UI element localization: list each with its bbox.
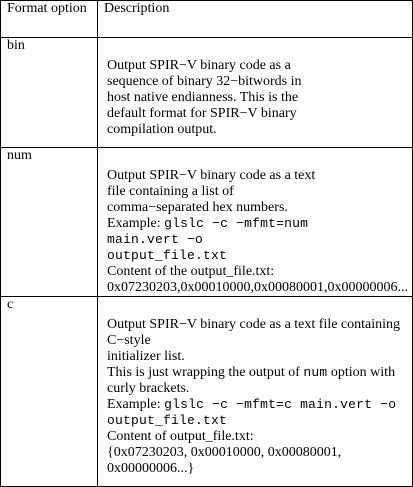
description-line: initializer list. [107, 349, 185, 364]
example-command: glslc −c −mfmt=num [164, 216, 309, 231]
description-line: Example: glslc −c −mfmt=num [107, 216, 408, 232]
description-line: curly brackets. [107, 381, 190, 396]
description-line: C−style [107, 333, 151, 348]
wrap-suffix: option with [327, 365, 396, 380]
output-sample: 0x07230203,0x00010000,0x00080001,0x00000… [107, 280, 408, 295]
description-line: comma−separated hex numbers. [107, 200, 288, 215]
description-line: Output SPIR−V binary code as a [107, 58, 291, 73]
option-description: Output SPIR−V binary code as a text file… [97, 296, 413, 487]
description-line: Output SPIR−V binary code as a text [107, 168, 316, 183]
description-line: This is just wrapping the output of num … [107, 365, 408, 381]
description-line: Example: glslc −c −mfmt=c main.vert −o [107, 397, 408, 413]
example-prefix: Example: [107, 397, 165, 412]
option-description: Output SPIR−V binary code as a text file… [97, 147, 413, 297]
num-option-code: num [303, 365, 328, 380]
table-header-row: Format option Description [0, 0, 413, 38]
example-prefix: Example: [107, 216, 165, 231]
output-sample: {0x07230203, 0x00010000, 0x00080001, [107, 445, 342, 460]
table-row: c Output SPIR−V binary code as a text fi… [0, 296, 413, 487]
example-command-continued: output_file.txt [107, 248, 228, 263]
option-name: c [0, 296, 98, 487]
output-sample: 0x00000006...} [107, 461, 195, 476]
description-line: file containing a list of [107, 184, 234, 199]
description-line: Content of output_file.txt: [107, 429, 254, 444]
option-name: bin [0, 37, 98, 148]
description-line: sequence of binary 32−bitwords in [107, 74, 302, 89]
table-row: num Output SPIR−V binary code as a text … [0, 147, 413, 297]
description-line: host native endianness. This is the [107, 90, 299, 105]
header-description: Description [97, 0, 413, 38]
example-command-continued: main.vert −o [107, 232, 204, 247]
description-line: Output SPIR−V binary code as a text file… [107, 317, 401, 332]
description-line: default format for SPIR−V binary [107, 106, 297, 121]
wrap-prefix: This is just wrapping the output of [107, 365, 304, 380]
description-line: Content of the output_file.txt: [107, 264, 275, 279]
option-description: Output SPIR−V binary code as a sequence … [97, 37, 413, 148]
table-row: bin Output SPIR−V binary code as a seque… [0, 37, 413, 148]
option-name: num [0, 147, 98, 297]
header-format-option: Format option [0, 0, 98, 38]
example-command-continued: output_file.txt [107, 413, 228, 428]
example-command: glslc −c −mfmt=c main.vert −o [164, 397, 397, 412]
description-line: compilation output. [107, 122, 217, 137]
